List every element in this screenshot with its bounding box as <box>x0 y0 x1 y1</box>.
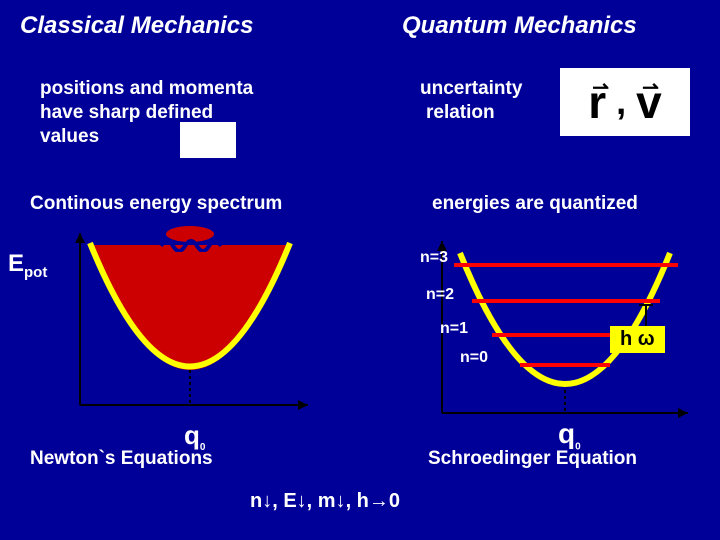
squiggle-icon <box>155 224 225 252</box>
hw-box: h ω <box>610 326 665 353</box>
epot-label: Epot <box>8 250 47 281</box>
n2-label: n=2 <box>426 286 454 304</box>
classical-diagram <box>60 225 320 425</box>
right-quantized: energies are quantized <box>432 193 638 215</box>
left-equation: Newton`s Equations <box>30 448 213 470</box>
right-equation: Schroedinger Equation <box>428 448 637 470</box>
left-small-box <box>180 122 236 158</box>
n0-label: n=0 <box>460 349 488 367</box>
quantum-title: Quantum Mechanics <box>402 12 637 40</box>
n1-label: n=1 <box>440 320 468 338</box>
sym-comma: , <box>616 66 626 138</box>
left-desc3: values <box>40 126 99 148</box>
left-desc1: positions and momenta <box>40 78 253 100</box>
left-desc2: have sharp defined <box>40 102 213 124</box>
rv-box: ⇀r , ⇀v <box>560 68 690 136</box>
bottom-limits: n↓, E↓, m↓, h→0 <box>250 490 400 513</box>
n3-label: n=3 <box>420 249 448 267</box>
left-spectrum: Continous energy spectrum <box>30 193 282 215</box>
right-desc1: uncertainty <box>420 78 522 100</box>
classical-title: Classical Mechanics <box>20 12 253 40</box>
right-desc2: relation <box>426 102 495 124</box>
